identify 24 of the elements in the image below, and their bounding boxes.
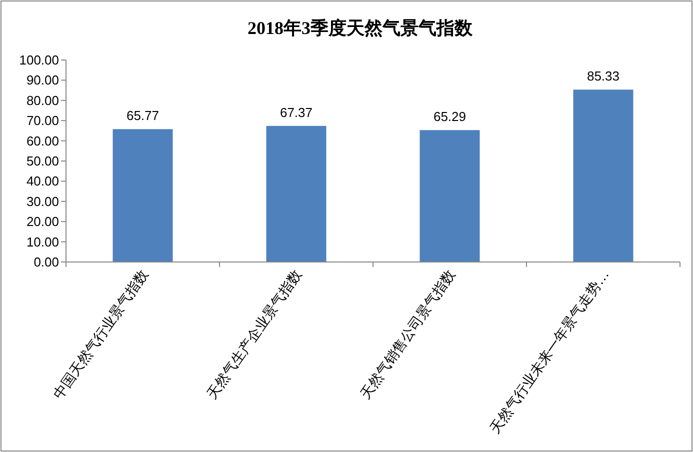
y-tick-label: 30.00: [26, 194, 59, 209]
y-tick-label: 90.00: [26, 72, 59, 88]
chart-title: 2018年3季度天然气景气指数: [248, 18, 474, 38]
y-tick-label: 0.00: [34, 254, 59, 270]
x-tick-label: 天然气生产企业景气指数: [204, 267, 306, 402]
y-tick-label: 80.00: [26, 92, 59, 108]
y-tick-label: 70.00: [26, 113, 59, 128]
y-tick-label: 20.00: [26, 214, 59, 230]
bar: [573, 90, 634, 262]
y-tick-label: 100.00: [19, 52, 59, 68]
y-tick-label: 50.00: [26, 154, 59, 168]
x-tick-label: 天然气行业未来一年景气走势…: [487, 267, 613, 437]
data-label: 65.77: [126, 108, 160, 124]
x-tick-label: 中国天然气行业景气指数: [50, 267, 152, 402]
x-tick-label: 天然气销售公司景气指数: [358, 267, 460, 402]
bar: [420, 130, 480, 262]
bar: [266, 126, 326, 262]
data-label: 67.37: [280, 104, 313, 120]
y-tick-label: 40.00: [26, 174, 59, 189]
data-label: 85.33: [586, 68, 620, 84]
bar: [112, 129, 173, 262]
y-tick-label: 60.00: [26, 133, 59, 148]
data-label: 65.29: [433, 109, 466, 124]
y-tick-label: 10.00: [26, 234, 59, 250]
